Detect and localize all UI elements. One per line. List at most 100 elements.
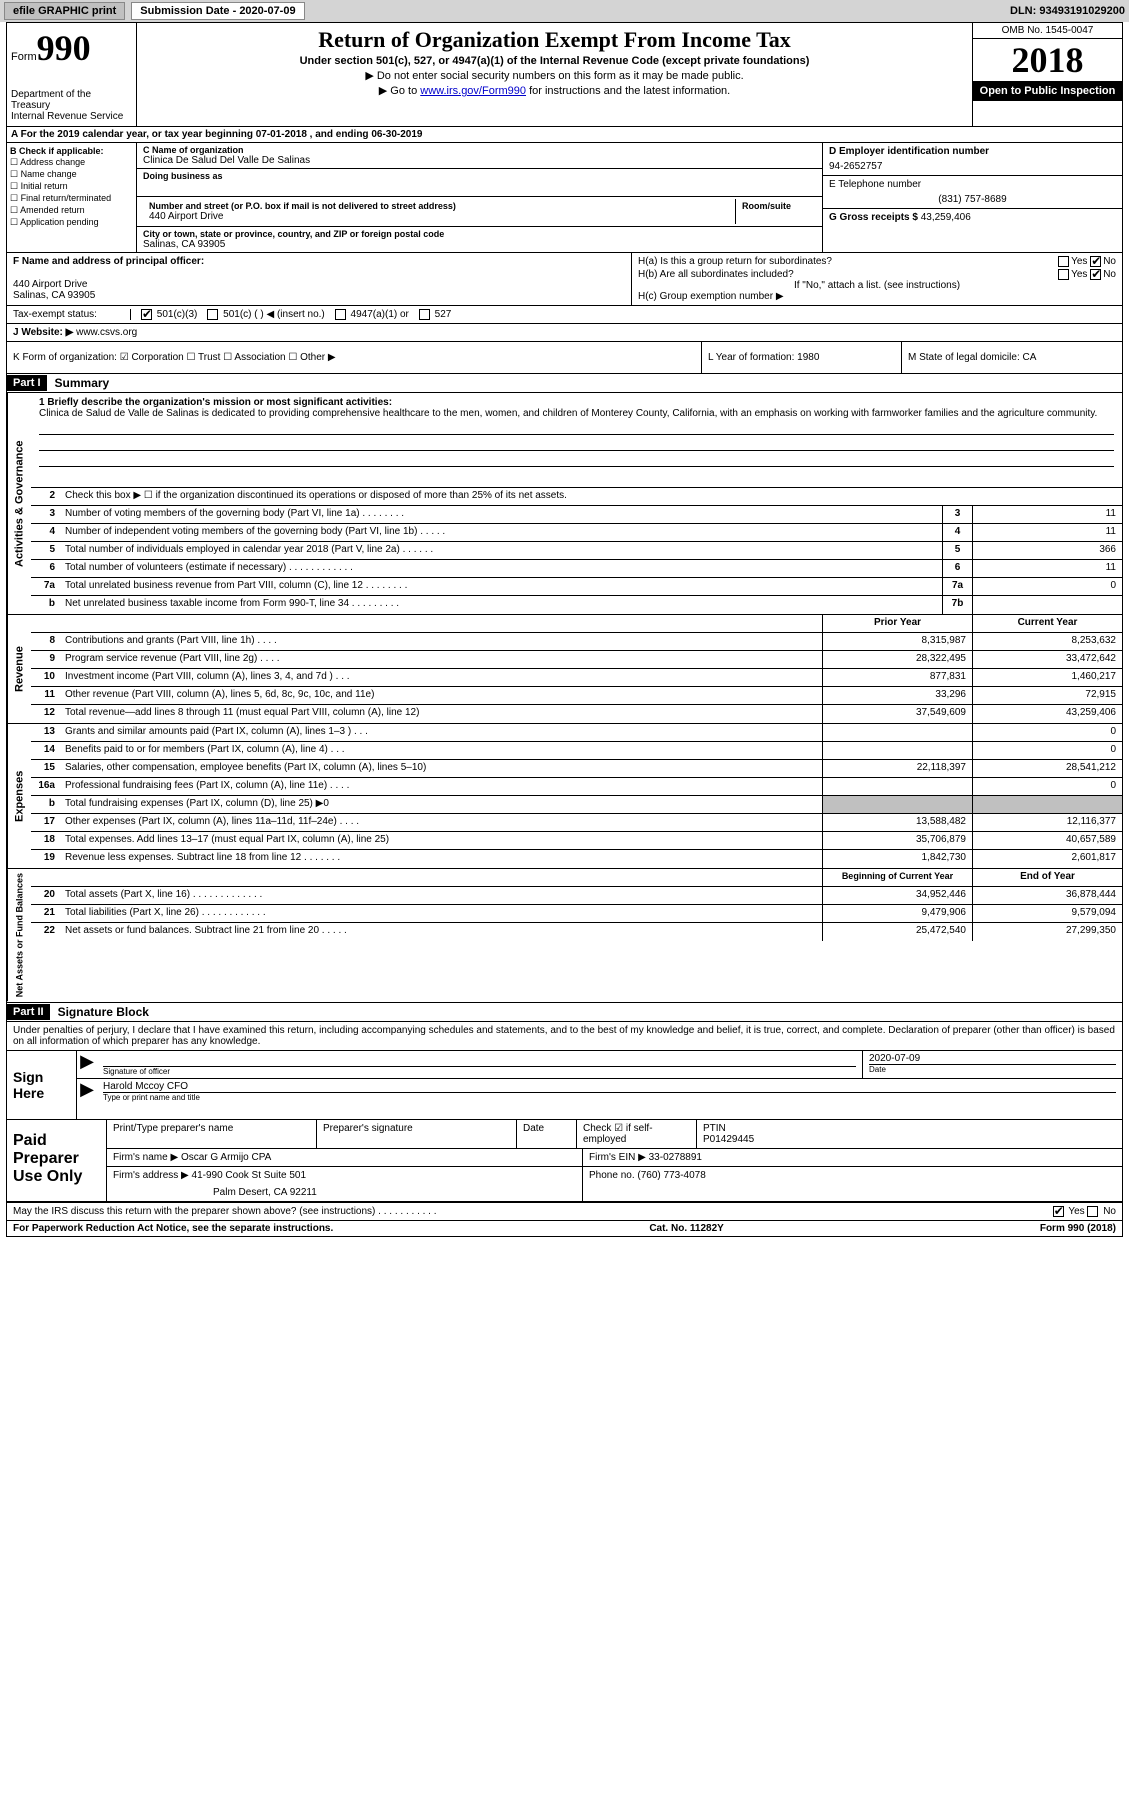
summary-line: 14Benefits paid to or for members (Part … — [31, 742, 1122, 760]
phone-value: (831) 757-8689 — [829, 194, 1116, 205]
expenses-section: Expenses 13Grants and similar amounts pa… — [7, 724, 1122, 869]
summary-line: 8Contributions and grants (Part VIII, li… — [31, 633, 1122, 651]
city-label: City or town, state or province, country… — [143, 229, 816, 239]
ha-yes[interactable] — [1058, 256, 1069, 267]
org-name-label: C Name of organization — [143, 145, 816, 155]
discuss-yes[interactable] — [1053, 1206, 1064, 1217]
side-netassets: Net Assets or Fund Balances — [7, 869, 31, 1001]
ptin-label: PTIN — [703, 1123, 726, 1134]
line1-label: 1 Briefly describe the organization's mi… — [39, 397, 1114, 408]
prep-sig-label: Preparer's signature — [317, 1120, 517, 1148]
chk-pending[interactable]: ☐ Application pending — [10, 217, 133, 228]
chk-initial[interactable]: ☐ Initial return — [10, 181, 133, 192]
submission-date: Submission Date - 2020-07-09 — [131, 2, 304, 20]
chk-4947[interactable] — [335, 309, 346, 320]
summary-line: 9Program service revenue (Part VIII, lin… — [31, 651, 1122, 669]
mission-block: 1 Briefly describe the organization's mi… — [31, 393, 1122, 488]
org-name: Clinica De Salud Del Valle De Salinas — [143, 155, 816, 166]
hb-note: If "No," attach a list. (see instruction… — [638, 280, 1116, 291]
chk-amended[interactable]: ☐ Amended return — [10, 205, 133, 216]
cat-no: Cat. No. 11282Y — [649, 1223, 723, 1234]
sign-here-block: Sign Here ▶ Signature of officer 2020-07… — [7, 1051, 1122, 1120]
chk-501c3[interactable] — [141, 309, 152, 320]
summary-line: 18Total expenses. Add lines 13–17 (must … — [31, 832, 1122, 850]
summary-line: 7aTotal unrelated business revenue from … — [31, 578, 1122, 596]
firm-phone-label: Phone no. — [589, 1170, 635, 1181]
chk-527[interactable] — [419, 309, 430, 320]
chk-final[interactable]: ☐ Final return/terminated — [10, 193, 133, 204]
form-number: 990 — [37, 28, 91, 68]
footer-note: For Paperwork Reduction Act Notice, see … — [7, 1221, 1122, 1236]
side-revenue: Revenue — [7, 615, 31, 723]
efile-button[interactable]: efile GRAPHIC print — [4, 2, 125, 20]
header-left: Form990 Department of the Treasury Inter… — [7, 23, 137, 126]
note-link: ▶ Go to www.irs.gov/Form990 for instruct… — [141, 84, 968, 97]
sign-here-label: Sign Here — [7, 1051, 77, 1119]
revenue-section: Revenue Prior Year Current Year 8Contrib… — [7, 615, 1122, 724]
website-row: J Website: ▶ www.csvs.org — [7, 324, 1122, 342]
firm-phone: (760) 773-4078 — [637, 1170, 705, 1181]
entity-block: B Check if applicable: ☐ Address change … — [7, 143, 1122, 253]
mission-text: Clinica de Salud de Valle de Salinas is … — [39, 408, 1114, 419]
col-end: End of Year — [972, 869, 1122, 886]
col-prior: Prior Year — [822, 615, 972, 632]
form-title: Return of Organization Exempt From Incom… — [141, 27, 968, 53]
firm-ein-label: Firm's EIN ▶ — [589, 1152, 646, 1163]
summary-line: 5Total number of individuals employed in… — [31, 542, 1122, 560]
box-b-label: B Check if applicable: — [10, 146, 133, 156]
box-l: L Year of formation: 1980 — [702, 342, 902, 373]
box-h: H(a) Is this a group return for subordin… — [632, 253, 1122, 305]
prep-date-label: Date — [517, 1120, 577, 1148]
irs-link[interactable]: www.irs.gov/Form990 — [420, 85, 526, 97]
sig-name-value: Harold Mccoy CFO — [103, 1081, 1116, 1093]
ein-label: D Employer identification number — [829, 146, 1116, 157]
part1-title: Summary — [47, 374, 118, 392]
ein-value: 94-2652757 — [829, 161, 1116, 172]
summary-line: 20Total assets (Part X, line 16) . . . .… — [31, 887, 1122, 905]
summary-line: 19Revenue less expenses. Subtract line 1… — [31, 850, 1122, 868]
addr-label: Number and street (or P.O. box if mail i… — [149, 201, 729, 211]
summary-line: 3Number of voting members of the governi… — [31, 506, 1122, 524]
gross-label: G Gross receipts $ — [829, 212, 918, 223]
col-current: Current Year — [972, 615, 1122, 632]
box-c: C Name of organization Clinica De Salud … — [137, 143, 822, 252]
side-expenses: Expenses — [7, 724, 31, 868]
pra-note: For Paperwork Reduction Act Notice, see … — [13, 1223, 333, 1234]
tax-status-row: Tax-exempt status: 501(c)(3) 501(c) ( ) … — [7, 306, 1122, 324]
prep-check-label: Check ☑ if self-employed — [577, 1120, 697, 1148]
website-value: www.csvs.org — [76, 327, 137, 338]
ha-no[interactable] — [1090, 256, 1101, 267]
summary-line: 15Salaries, other compensation, employee… — [31, 760, 1122, 778]
discuss-row: May the IRS discuss this return with the… — [7, 1203, 1122, 1221]
netassets-section: Net Assets or Fund Balances Beginning of… — [7, 869, 1122, 1002]
col-begin: Beginning of Current Year — [822, 869, 972, 886]
firm-name: Oscar G Armijo CPA — [181, 1152, 271, 1163]
chk-name[interactable]: ☐ Name change — [10, 169, 133, 180]
hb-yes[interactable] — [1058, 269, 1069, 280]
officer-addr2: Salinas, CA 93905 — [13, 290, 625, 301]
ha-label: H(a) Is this a group return for subordin… — [638, 256, 832, 267]
form-990: Form990 Department of the Treasury Inter… — [6, 22, 1123, 1237]
firm-addr1: 41-990 Cook St Suite 501 — [192, 1170, 307, 1181]
hb-no[interactable] — [1090, 269, 1101, 280]
chk-501c[interactable] — [207, 309, 218, 320]
governance-section: Activities & Governance 1 Briefly descri… — [7, 393, 1122, 615]
discuss-text: May the IRS discuss this return with the… — [13, 1206, 1053, 1217]
discuss-no[interactable] — [1087, 1206, 1098, 1217]
dba-label: Doing business as — [143, 171, 816, 181]
klm-row: K Form of organization: ☑ Corporation ☐ … — [7, 342, 1122, 374]
tax-year: 2018 — [973, 39, 1122, 81]
part2-badge: Part II — [7, 1004, 50, 1020]
form-header: Form990 Department of the Treasury Inter… — [7, 23, 1122, 127]
section-a: A For the 2019 calendar year, or tax yea… — [7, 127, 1122, 143]
note-ssn: ▶ Do not enter social security numbers o… — [141, 69, 968, 82]
sig-arrow2-icon: ▶ — [77, 1079, 97, 1104]
sig-name-label: Type or print name and title — [103, 1093, 1116, 1102]
part1-header-row: Part I Summary — [7, 374, 1122, 393]
city-value: Salinas, CA 93905 — [143, 239, 816, 250]
form-ref: Form 990 (2018) — [1040, 1223, 1116, 1234]
chk-address[interactable]: ☐ Address change — [10, 157, 133, 168]
sig-arrow-icon: ▶ — [77, 1051, 97, 1078]
summary-line: 12Total revenue—add lines 8 through 11 (… — [31, 705, 1122, 723]
header-center: Return of Organization Exempt From Incom… — [137, 23, 972, 126]
